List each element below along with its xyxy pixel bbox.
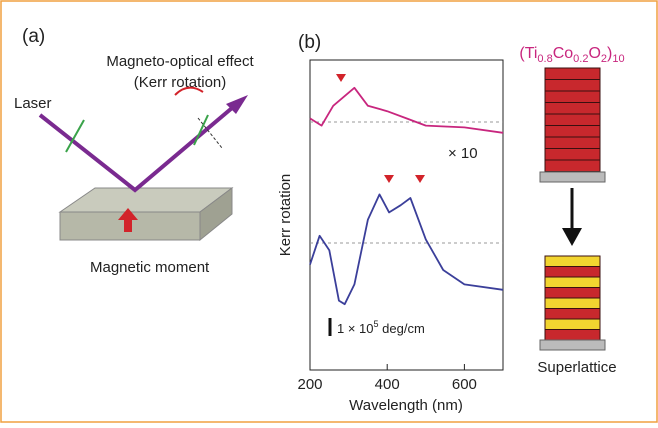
layer (544, 125, 601, 138)
beam-head (226, 95, 248, 114)
polarization (65, 114, 209, 153)
substrate (539, 171, 606, 183)
layer (544, 266, 601, 278)
x-tick-label: 400 (375, 376, 400, 393)
substrate (539, 339, 606, 351)
x-tick-label: 600 (452, 376, 477, 393)
sample-block (58, 187, 234, 242)
layer (544, 136, 601, 149)
y-axis-label: Kerr rotation (277, 174, 294, 257)
layer (544, 148, 601, 161)
stacks (539, 67, 606, 351)
layer (544, 113, 601, 126)
layer (544, 297, 601, 309)
panel-label: (b) (298, 32, 321, 53)
panel-label: (a) (22, 26, 45, 47)
rotation-arrow (174, 86, 204, 96)
superlattice-label: Superlattice (537, 359, 616, 376)
layer (544, 308, 601, 320)
moment-label: Magnetic moment (90, 259, 210, 276)
layer (544, 102, 601, 115)
plane (197, 117, 223, 149)
layer (544, 90, 601, 103)
series-line (309, 193, 504, 306)
formula: (Ti0.8Co0.2O2)10 (519, 45, 624, 65)
peak-markers (336, 74, 425, 183)
magnification: × 10 (448, 145, 478, 162)
layer (544, 79, 601, 92)
x-axis-label: Wavelength (nm) (349, 397, 463, 414)
moment-arrow (118, 208, 138, 232)
layer (544, 159, 601, 172)
x-tick-label: 200 (297, 376, 322, 393)
layer (544, 287, 601, 299)
effect-label: (Kerr rotation) (134, 74, 227, 91)
series-line (309, 86, 504, 134)
effect-label: Magneto-optical effect (106, 53, 254, 70)
arrow-head (562, 228, 582, 246)
laser-label: Laser (14, 95, 52, 112)
layer (544, 67, 601, 80)
scale-bar-label: 1 × 105 deg/cm (337, 319, 425, 336)
layer (544, 318, 601, 330)
layer (544, 276, 601, 288)
layer (544, 329, 601, 341)
plot-frame (309, 59, 504, 371)
layer (544, 255, 601, 267)
